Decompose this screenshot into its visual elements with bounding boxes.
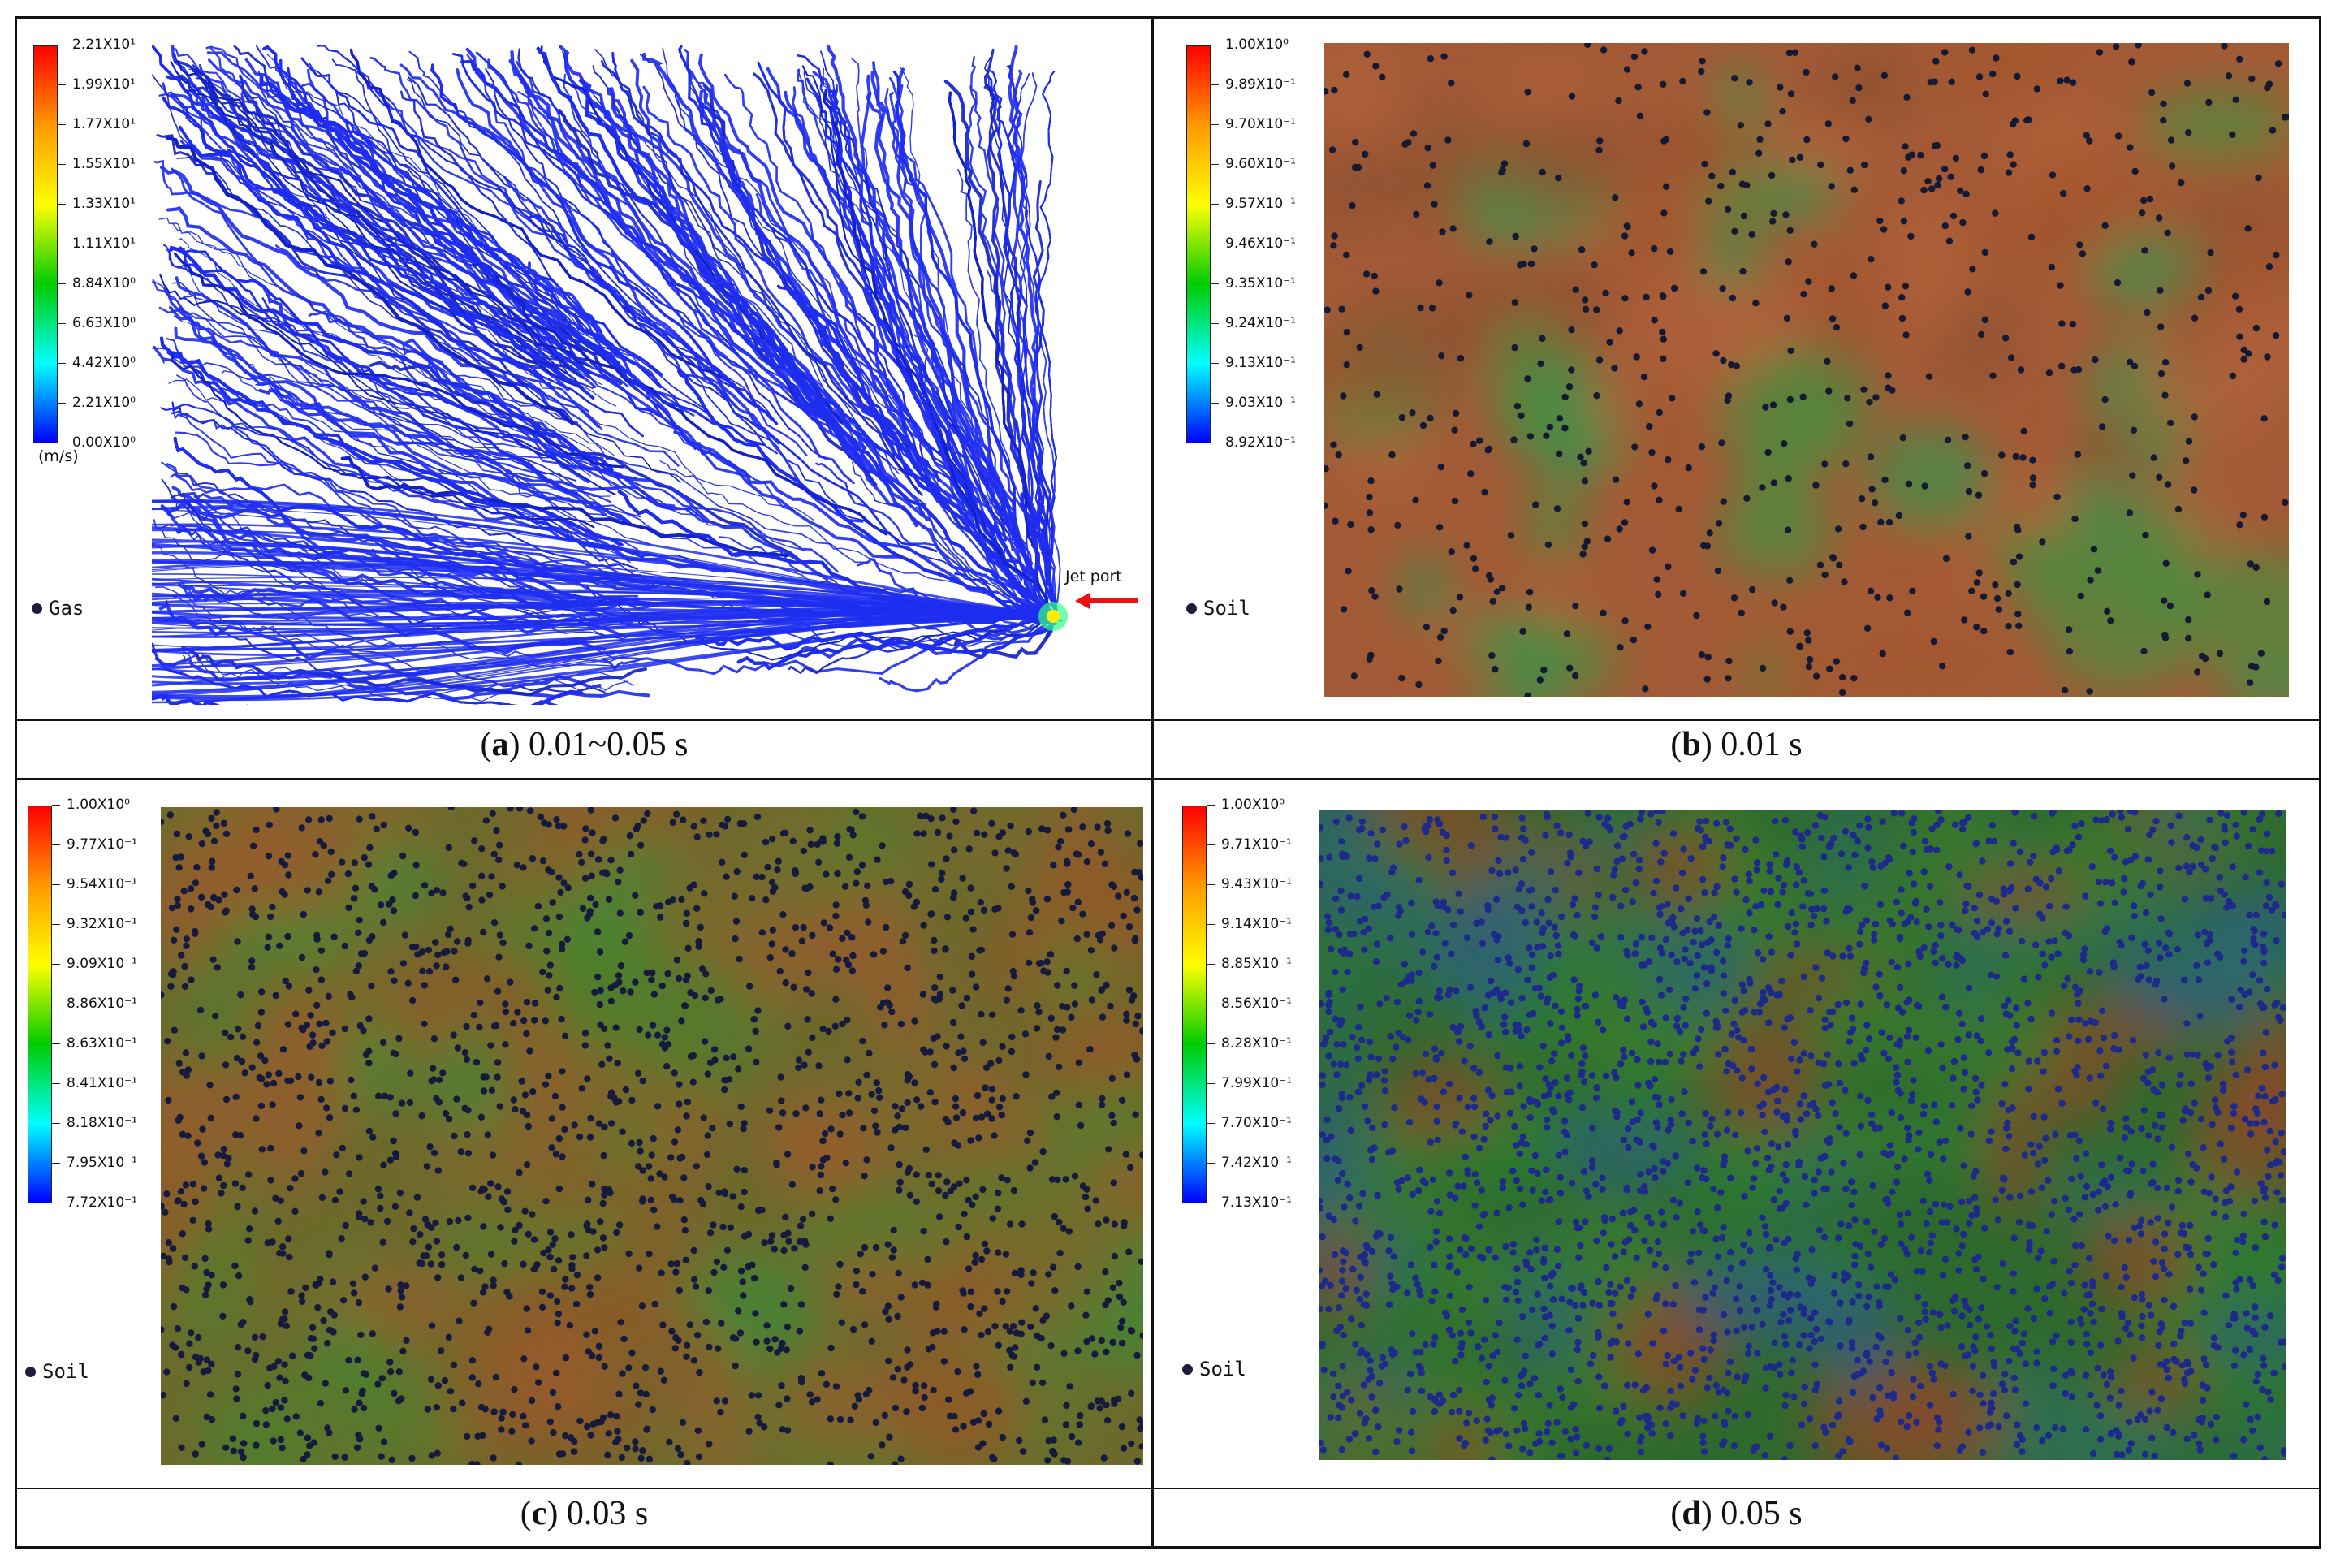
- legend-b: Soil: [1186, 597, 1250, 620]
- colorbar-tick-label: 9.70X10⁻¹: [1225, 116, 1296, 132]
- legend-label-b: Soil: [1203, 597, 1250, 620]
- colorbar-tick-label: 9.54X10⁻¹: [67, 876, 137, 892]
- plot-c-particles: [161, 807, 1143, 1465]
- colorbar-tick-label: 8.56X10⁻¹: [1221, 996, 1292, 1012]
- colorbar-tick-label: 7.13X10⁻¹: [1221, 1194, 1292, 1211]
- colorbar-a: [33, 45, 58, 443]
- colorbar-d: [1182, 806, 1207, 1203]
- colorbar-tick-label: 8.86X10⁻¹: [67, 996, 137, 1012]
- legend-a: Gas: [32, 597, 84, 620]
- caption-a: (a) 0.01~0.05 s: [17, 725, 1151, 764]
- colorbar-tick-label: 9.24X10⁻¹: [1225, 315, 1296, 331]
- plot-a-streamlines: [152, 45, 1069, 705]
- caption-b: (b) 0.01 s: [1154, 725, 2319, 764]
- legend-c: Soil: [25, 1360, 89, 1383]
- colorbar-tick-label: 1.99X10¹: [72, 76, 136, 93]
- colorbar-tick-label: 4.42X10⁰: [72, 355, 136, 371]
- colorbar-tick-label: 8.63X10⁻¹: [67, 1035, 137, 1052]
- colorbar-tick-label: 2.21X10¹: [72, 37, 136, 53]
- colorbar-tick-label: 1.00X10⁰: [1225, 37, 1289, 53]
- table-border-bottom: [15, 1546, 2321, 1549]
- colorbar-tick-label: 9.57X10⁻¹: [1225, 196, 1296, 212]
- colorbar-tick-label: 7.95X10⁻¹: [67, 1155, 137, 1171]
- colorbar-tick-label: 1.33X10¹: [72, 196, 136, 212]
- panel-b: Soil 1.00X10⁰ 9.89X10⁻¹ 9.70X10⁻¹ 9.60X10⁻¹…: [1154, 19, 2319, 719]
- colorbar-tick-label: 8.41X10⁻¹: [67, 1075, 137, 1091]
- colorbar-tick-label: 1.00X10⁰: [1221, 797, 1285, 813]
- colorbar-tick-label: 7.70X10⁻¹: [1221, 1115, 1292, 1131]
- colorbar-tick-label: 8.18X10⁻¹: [67, 1115, 137, 1131]
- colorbar-tick-label: 8.85X10⁻¹: [1221, 956, 1292, 972]
- colorbar-tick-label: 9.60X10⁻¹: [1225, 156, 1296, 172]
- caption-d: (d) 0.05 s: [1154, 1494, 2319, 1533]
- legend-label-a: Gas: [49, 597, 84, 620]
- legend-label-d: Soil: [1199, 1358, 1246, 1380]
- colorbar-tick-label: 1.55X10¹: [72, 156, 136, 172]
- legend-dot-icon: [1182, 1364, 1193, 1375]
- legend-dot-icon: [25, 1367, 36, 1377]
- panel-a: (m/s) Gas Jet port 2.21X10¹1.99X10¹1.77X…: [17, 19, 1151, 719]
- colorbar-tick-label: 8.28X10⁻¹: [1221, 1035, 1292, 1052]
- colorbar-tick-label: 9.77X10⁻¹: [67, 836, 137, 853]
- colorbar-tick-label: 9.35X10⁻¹: [1225, 275, 1296, 292]
- table-row-line-3: [15, 1488, 2321, 1489]
- colorbar-tick-label: 8.92X10⁻¹: [1225, 434, 1296, 451]
- colorbar-tick-label: 9.32X10⁻¹: [67, 916, 137, 932]
- colorbar-tick-label: 9.89X10⁻¹: [1225, 76, 1296, 93]
- colorbar-c: [28, 806, 52, 1203]
- colorbar-tick-label: 1.77X10¹: [72, 116, 136, 132]
- colorbar-tick-label: 9.43X10⁻¹: [1221, 876, 1292, 892]
- plot-d-particles: [1319, 810, 2286, 1460]
- colorbar-tick-label: 7.99X10⁻¹: [1221, 1075, 1292, 1091]
- colorbar-tick-label: 2.21X10⁰: [72, 395, 136, 411]
- colorbar-tick-label: 9.14X10⁻¹: [1221, 916, 1292, 932]
- colorbar-tick-label: 0.00X10⁰: [72, 434, 136, 451]
- colorbar-tick-label: 1.00X10⁰: [67, 797, 130, 813]
- colorbar-tick-label: 9.13X10⁻¹: [1225, 355, 1296, 371]
- legend-d: Soil: [1182, 1358, 1246, 1380]
- legend-dot-icon: [1186, 603, 1197, 614]
- panel-c: Soil 1.00X10⁰ 9.77X10⁻¹ 9.54X10⁻¹ 9.32X10⁻¹…: [17, 780, 1151, 1488]
- table-row-line-1: [15, 719, 2321, 721]
- colorbar-tick-label: 9.71X10⁻¹: [1221, 836, 1292, 853]
- jet-port-arrow-icon: [1075, 591, 1140, 611]
- colorbar-tick-label: 8.84X10⁰: [72, 275, 136, 292]
- plot-b-particles: [1324, 43, 2289, 697]
- legend-label-c: Soil: [42, 1360, 89, 1383]
- colorbar-tick-label: 9.09X10⁻¹: [67, 956, 137, 972]
- colorbar-tick-label: 6.63X10⁰: [72, 315, 136, 331]
- colorbar-tick-label: 9.46X10⁻¹: [1225, 235, 1296, 252]
- colorbar-tick-label: 1.11X10¹: [72, 235, 136, 252]
- colorbar-b: [1186, 45, 1211, 443]
- colorbar-tick-label: 9.03X10⁻¹: [1225, 395, 1296, 411]
- colorbar-tick-label: 7.42X10⁻¹: [1221, 1155, 1292, 1171]
- colorbar-tick-label: 7.72X10⁻¹: [67, 1194, 137, 1211]
- table-border-right: [2319, 16, 2321, 1549]
- jet-port-label: Jet port: [1065, 568, 1122, 585]
- legend-dot-icon: [32, 603, 42, 614]
- panel-d: Soil 1.00X10⁰ 9.71X10⁻¹ 9.43X10⁻¹ 9.14X10⁻¹…: [1154, 780, 2319, 1488]
- caption-c: (c) 0.03 s: [17, 1494, 1151, 1533]
